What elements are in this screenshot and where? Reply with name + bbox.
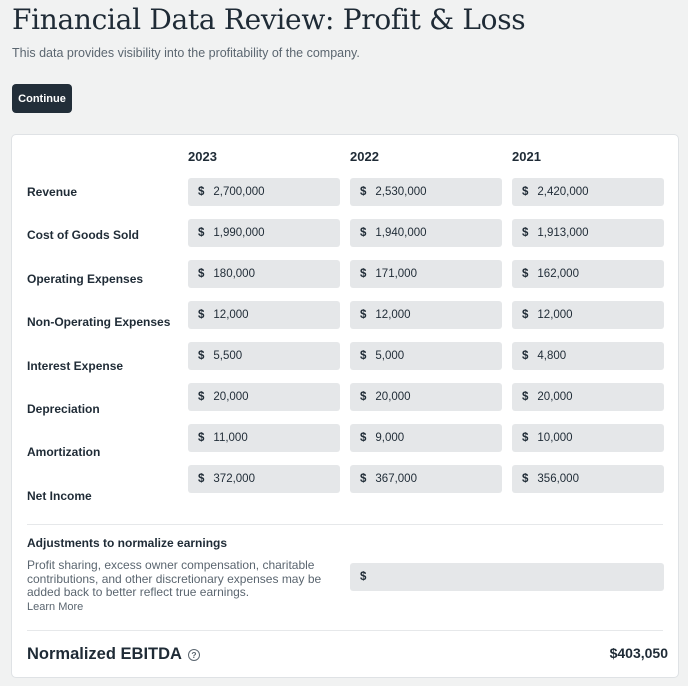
- amount-value: 20,000: [375, 391, 411, 403]
- currency-symbol: $: [360, 227, 367, 239]
- currency-symbol: $: [198, 350, 205, 362]
- amount-input[interactable]: $4,800: [512, 342, 664, 370]
- currency-symbol: $: [360, 309, 367, 321]
- page-subtitle: This data provides visibility into the p…: [12, 46, 360, 60]
- profit-loss-card: 2023 2022 2021 Revenue $2,700,000 $2,530,000 $…: [11, 134, 679, 678]
- continue-button[interactable]: Continue: [12, 84, 72, 113]
- amount-input[interactable]: $1,940,000: [350, 219, 502, 247]
- amount-input[interactable]: $5,000: [350, 342, 502, 370]
- currency-symbol: $: [198, 432, 205, 444]
- amount-value: 372,000: [213, 473, 255, 485]
- amount-input[interactable]: $12,000: [350, 301, 502, 329]
- divider: [27, 630, 663, 631]
- amount-input[interactable]: $367,000: [350, 465, 502, 493]
- amount-value: 1,940,000: [375, 227, 427, 239]
- currency-symbol: $: [522, 350, 529, 362]
- amount-input[interactable]: $356,000: [512, 465, 664, 493]
- amount-value: 12,000: [213, 309, 249, 321]
- amount-input[interactable]: $162,000: [512, 260, 664, 288]
- normalized-ebitda-label: Normalized EBITDA ?: [27, 645, 200, 664]
- amount-value: 5,500: [213, 350, 243, 362]
- amount-value: 2,700,000: [213, 186, 265, 198]
- row-label: Net Income: [27, 489, 92, 503]
- year-header-0: 2023: [188, 149, 217, 164]
- amount-input[interactable]: $12,000: [512, 301, 664, 329]
- amount-value: 11,000: [213, 432, 248, 444]
- currency-symbol: $: [360, 186, 367, 198]
- year-header-1: 2022: [350, 149, 379, 164]
- normalized-ebitda-value: $403,050: [609, 645, 668, 661]
- amount-value: 180,000: [213, 268, 255, 280]
- currency-symbol: $: [522, 268, 529, 280]
- amount-value: 20,000: [537, 391, 573, 403]
- row-label: Interest Expense: [27, 359, 124, 373]
- amount-value: 9,000: [375, 432, 405, 444]
- amount-value: 12,000: [375, 309, 411, 321]
- currency-symbol: $: [198, 391, 205, 403]
- help-icon[interactable]: ?: [187, 648, 200, 661]
- currency-symbol: $: [198, 227, 205, 239]
- amount-value: 10,000: [537, 432, 573, 444]
- adjustments-title: Adjustments to normalize earnings: [27, 536, 228, 550]
- amount-input[interactable]: $20,000: [188, 383, 340, 411]
- currency-symbol: $: [522, 186, 529, 198]
- amount-input[interactable]: $10,000: [512, 424, 664, 452]
- amount-value: 20,000: [213, 391, 249, 403]
- currency-symbol: $: [360, 473, 367, 485]
- amount-input[interactable]: $2,420,000: [512, 178, 664, 206]
- currency-symbol: $: [198, 473, 205, 485]
- amount-input[interactable]: $11,000: [188, 424, 340, 452]
- currency-symbol: $: [522, 227, 529, 239]
- row-label: Non-Operating Expenses: [27, 315, 171, 329]
- currency-symbol: $: [198, 186, 205, 198]
- currency-symbol: $: [522, 309, 529, 321]
- currency-symbol: $: [360, 350, 367, 362]
- year-header-2: 2021: [512, 149, 541, 164]
- amount-value: 2,420,000: [537, 186, 589, 198]
- amount-value: 4,800: [537, 350, 567, 362]
- amount-value: 1,913,000: [537, 227, 589, 239]
- amount-input[interactable]: $2,700,000: [188, 178, 340, 206]
- row-label: Amortization: [27, 445, 101, 459]
- amount-input[interactable]: $20,000: [512, 383, 664, 411]
- amount-input[interactable]: $1,913,000: [512, 219, 664, 247]
- amount-input[interactable]: $180,000: [188, 260, 340, 288]
- adjustments-input[interactable]: $: [350, 563, 664, 591]
- amount-input[interactable]: $5,500: [188, 342, 340, 370]
- divider: [27, 524, 663, 525]
- amount-input[interactable]: $171,000: [350, 260, 502, 288]
- row-label: Depreciation: [27, 402, 100, 416]
- amount-value: 367,000: [375, 473, 417, 485]
- amount-value: 356,000: [537, 473, 579, 485]
- amount-input[interactable]: $12,000: [188, 301, 340, 329]
- page-title: Financial Data Review: Profit & Loss: [12, 3, 526, 36]
- currency-symbol: $: [360, 268, 367, 280]
- amount-input[interactable]: $372,000: [188, 465, 340, 493]
- amount-input[interactable]: $2,530,000: [350, 178, 502, 206]
- amount-value: 5,000: [375, 350, 405, 362]
- amount-input[interactable]: $1,990,000: [188, 219, 340, 247]
- currency-symbol: $: [522, 473, 529, 485]
- adjustments-description: Profit sharing, excess owner compensatio…: [27, 558, 322, 599]
- amount-input[interactable]: $9,000: [350, 424, 502, 452]
- currency-symbol: $: [198, 309, 205, 321]
- currency-symbol: $: [198, 268, 205, 280]
- row-label: Cost of Goods Sold: [27, 228, 139, 242]
- row-label: Operating Expenses: [27, 272, 144, 286]
- amount-value: 1,990,000: [213, 227, 265, 239]
- currency-symbol: $: [360, 391, 367, 403]
- learn-more-link[interactable]: Learn More: [27, 601, 84, 613]
- currency-symbol: $: [360, 571, 367, 583]
- amount-value: 2,530,000: [375, 186, 427, 198]
- currency-symbol: $: [522, 391, 529, 403]
- normalized-ebitda-text: Normalized EBITDA: [27, 645, 182, 663]
- amount-value: 162,000: [537, 268, 579, 280]
- amount-value: 12,000: [537, 309, 573, 321]
- amount-input[interactable]: $20,000: [350, 383, 502, 411]
- amount-value: 171,000: [375, 268, 417, 280]
- row-label: Revenue: [27, 185, 78, 199]
- currency-symbol: $: [522, 432, 529, 444]
- currency-symbol: $: [360, 432, 367, 444]
